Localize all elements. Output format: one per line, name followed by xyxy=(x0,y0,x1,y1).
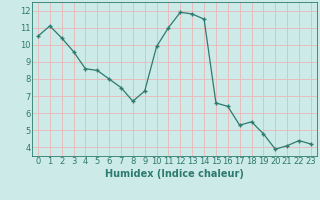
X-axis label: Humidex (Indice chaleur): Humidex (Indice chaleur) xyxy=(105,169,244,179)
